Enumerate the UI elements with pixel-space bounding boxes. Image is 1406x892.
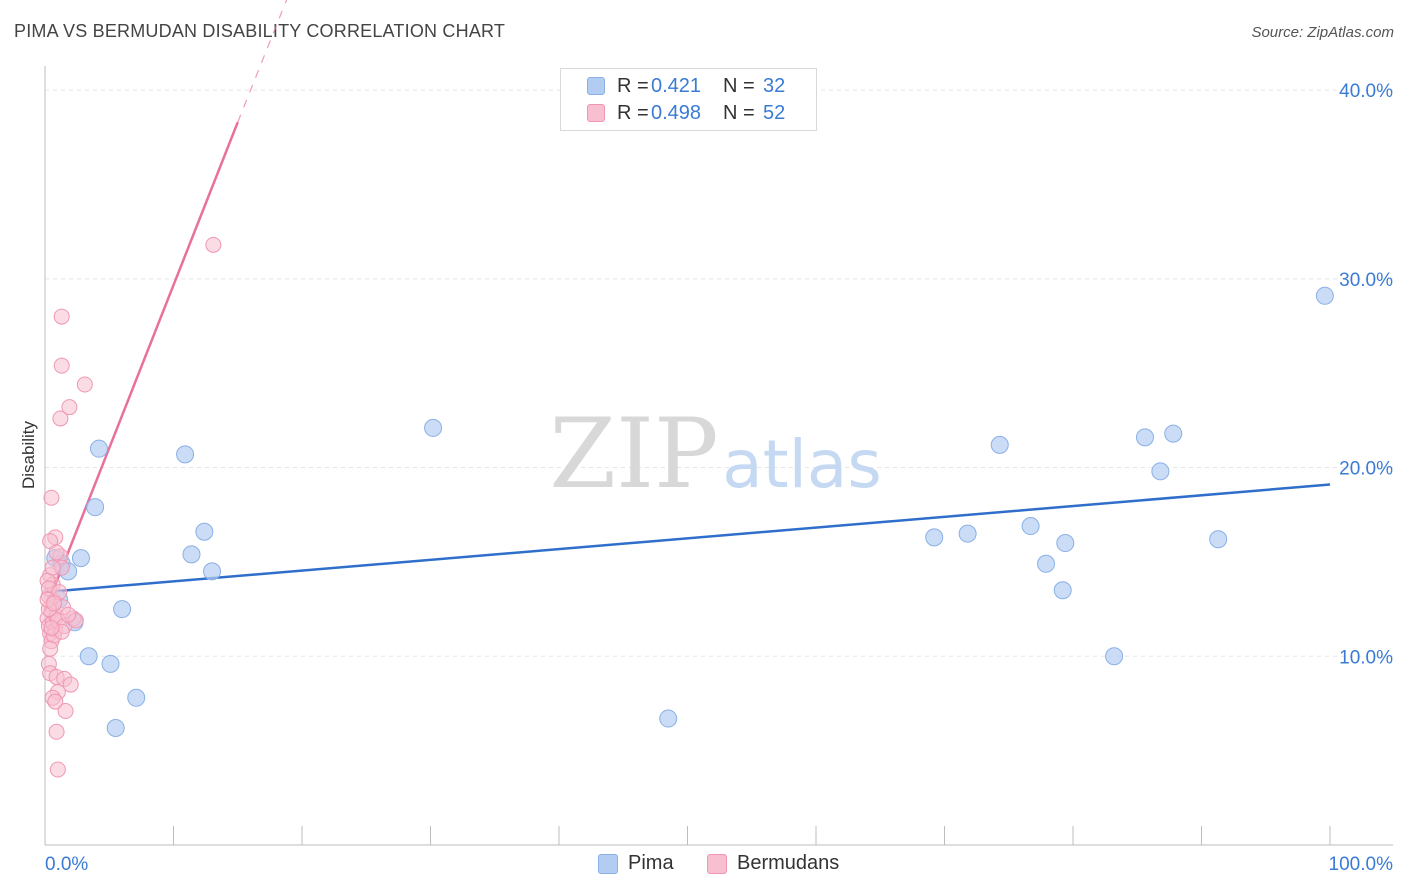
points-layer xyxy=(39,236,1334,778)
pima-point-24 xyxy=(1053,581,1072,600)
pima-n-value: 32 xyxy=(763,74,786,97)
x-tick-label-max: 100.0% xyxy=(1329,854,1394,875)
bermudan-point-21 xyxy=(62,676,79,693)
bermudan-point-47 xyxy=(205,236,222,253)
pima-point-19 xyxy=(958,524,977,543)
pima-point-30 xyxy=(1315,286,1334,305)
pima-point-5 xyxy=(89,439,108,458)
bermudan-point-30 xyxy=(48,544,65,561)
bermudans-swatch-icon xyxy=(587,104,605,122)
bermudan-trend-line xyxy=(43,121,239,612)
pima-point-21 xyxy=(1021,517,1040,536)
chart-source: Source: ZipAtlas.com xyxy=(1251,24,1394,41)
pima-point-28 xyxy=(1164,424,1183,443)
pima-point-7 xyxy=(79,647,98,666)
watermark: ZIP atlas xyxy=(549,398,881,510)
pima-point-25 xyxy=(1105,647,1124,666)
axis-layer xyxy=(44,66,1393,846)
pima-point-16 xyxy=(424,418,443,437)
pima-point-11 xyxy=(106,718,125,737)
pima-point-8 xyxy=(101,654,120,673)
y-axis-title: Disability xyxy=(19,420,38,489)
y-tick-label-3: 40.0% xyxy=(1339,81,1393,102)
x-tick-label-min: 0.0% xyxy=(45,854,88,875)
correlation-legend: R = 0.421 N = 32 R = 0.498 N = 52 xyxy=(560,68,817,131)
bermudan-point-42 xyxy=(52,410,69,427)
legend-label-bermudans: Bermudans xyxy=(737,852,840,874)
legend-row-bermudans: R = 0.498 N = 52 xyxy=(587,100,785,126)
bermudans-legend-swatch-icon xyxy=(707,853,727,874)
pima-point-3 xyxy=(71,549,90,568)
bermudans-r-value: 0.498 xyxy=(651,101,702,124)
pima-point-12 xyxy=(176,445,195,464)
legend-item-pima[interactable]: Pima xyxy=(598,852,674,875)
pima-point-17 xyxy=(659,709,678,728)
watermark-zip: ZIP xyxy=(549,398,718,510)
pima-point-18 xyxy=(925,528,944,547)
bermudan-point-19 xyxy=(47,693,64,710)
bermudan-point-22 xyxy=(57,703,74,720)
bermudan-point-33 xyxy=(44,559,61,576)
legend-item-bermudans[interactable]: Bermudans xyxy=(707,852,839,875)
trend-layer xyxy=(43,0,1331,612)
bermudan-point-51 xyxy=(42,640,59,657)
pima-point-29 xyxy=(1209,530,1228,549)
pima-r-label: R = xyxy=(617,74,649,97)
y-tick-label-1: 20.0% xyxy=(1339,459,1393,480)
bermudan-point-40 xyxy=(60,606,77,623)
watermark-atlas: atlas xyxy=(722,426,882,503)
pima-trend-line xyxy=(44,483,1331,594)
pima-point-13 xyxy=(195,522,214,541)
y-tick-label-2: 30.0% xyxy=(1339,270,1393,291)
bermudan-point-45 xyxy=(53,357,70,374)
bermudans-n-label: N = xyxy=(723,101,755,124)
legend-row-pima: R = 0.421 N = 32 xyxy=(587,73,785,99)
bermudan-point-43 xyxy=(61,399,78,416)
series-legend: Pima Bermudans xyxy=(0,852,1406,878)
pima-point-27 xyxy=(1151,462,1170,481)
bermudan-point-46 xyxy=(53,308,70,325)
pima-n-label: N = xyxy=(723,74,755,97)
bermudans-n-value: 52 xyxy=(763,101,786,124)
pima-point-20 xyxy=(990,435,1009,454)
bermudan-point-24 xyxy=(49,761,66,778)
bermudan-trend-extension xyxy=(237,0,288,123)
bermudan-point-23 xyxy=(48,723,65,740)
pima-point-15 xyxy=(203,562,222,581)
bermudan-point-49 xyxy=(45,595,62,612)
pima-swatch-icon xyxy=(587,77,605,95)
bermudans-r-label: R = xyxy=(617,101,649,124)
pima-point-26 xyxy=(1135,428,1154,447)
pima-point-6 xyxy=(86,498,105,517)
pima-point-10 xyxy=(127,688,146,707)
bermudan-point-50 xyxy=(43,619,60,636)
y-tick-label-0: 10.0% xyxy=(1339,647,1393,668)
chart-title: PIMA VS BERMUDAN DISABILITY CORRELATION … xyxy=(14,21,506,41)
label-layer: 10.0% 20.0% 30.0% 40.0% 0.0% 100.0% Disability xyxy=(19,81,1393,875)
pima-legend-swatch-icon xyxy=(598,853,618,874)
bermudan-point-44 xyxy=(76,376,93,393)
pima-point-22 xyxy=(1037,554,1056,573)
grid-layer xyxy=(45,89,1393,657)
pima-point-14 xyxy=(182,545,201,564)
pima-r-value: 0.421 xyxy=(651,74,702,97)
pima-point-9 xyxy=(113,600,132,619)
legend-label-pima: Pima xyxy=(628,852,674,874)
pima-point-23 xyxy=(1056,534,1075,553)
bermudan-point-25 xyxy=(43,489,60,506)
